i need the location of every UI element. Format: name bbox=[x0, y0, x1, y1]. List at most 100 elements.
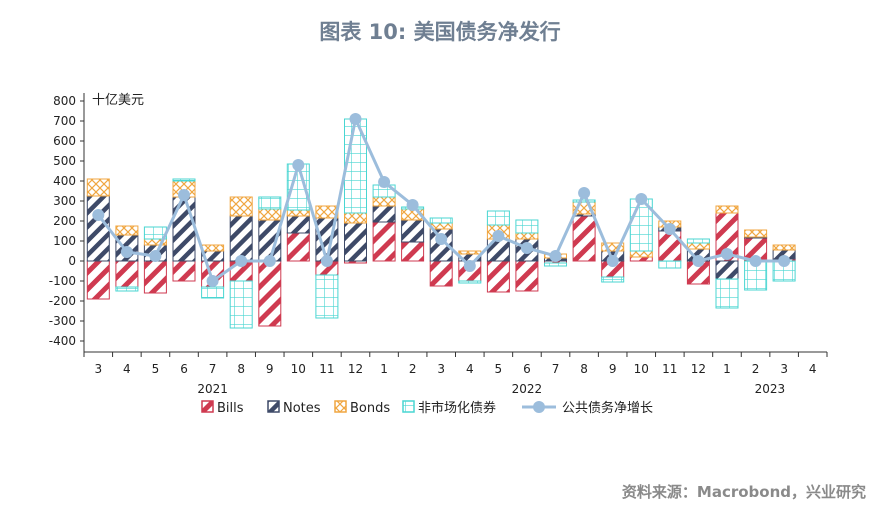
line-point bbox=[178, 189, 190, 201]
bar-bonds-15 bbox=[515, 232, 539, 240]
x-tick-label: 7 bbox=[209, 362, 217, 376]
line-point bbox=[778, 255, 791, 267]
legend-swatch-bonds bbox=[334, 400, 347, 413]
x-tick-label: 6 bbox=[180, 362, 188, 376]
line-point bbox=[320, 255, 333, 267]
bar-notes-5 bbox=[229, 215, 253, 262]
bar-nonmarket-8 bbox=[315, 274, 339, 319]
bar-bills-1 bbox=[115, 260, 139, 288]
x-tick-label: 1 bbox=[723, 362, 731, 376]
y-tick-label: 500 bbox=[53, 154, 76, 168]
bar-bills-0 bbox=[86, 260, 110, 300]
legend: Bills Notes Bonds 非市场化债券 公共债务净增长 bbox=[201, 400, 653, 416]
bar-nonmarket-3 bbox=[172, 178, 196, 182]
bar-bonds-6 bbox=[258, 208, 282, 221]
bar-nonmarket-6 bbox=[258, 196, 282, 210]
bar-nonmarket-1 bbox=[115, 286, 139, 292]
line-point bbox=[606, 255, 619, 267]
bar-bills-10 bbox=[372, 221, 396, 262]
bar-bonds-21 bbox=[686, 242, 710, 250]
y-tick-label: 100 bbox=[53, 234, 76, 248]
x-tick-label: 2 bbox=[752, 362, 760, 376]
x-tick-label: 6 bbox=[523, 362, 531, 376]
bar-bills-14 bbox=[486, 260, 510, 293]
y-tick-label: 700 bbox=[53, 114, 76, 128]
x-tick-label: 4 bbox=[123, 362, 131, 376]
bar-bonds-7 bbox=[286, 209, 310, 217]
year-label: 2021 bbox=[197, 382, 228, 396]
bar-bills-3 bbox=[172, 260, 196, 282]
x-tick-label: 2 bbox=[409, 362, 417, 376]
x-tick-label: 12 bbox=[348, 362, 363, 376]
bar-bonds-9 bbox=[344, 212, 367, 224]
x-tick-label: 10 bbox=[291, 362, 306, 376]
line-point bbox=[635, 193, 648, 205]
x-tick-label: 5 bbox=[495, 362, 503, 376]
bar-notes-0 bbox=[86, 195, 110, 262]
bar-bills-15 bbox=[515, 260, 539, 292]
bar-nonmarket-22 bbox=[715, 278, 739, 309]
bar-notes-7 bbox=[286, 215, 310, 234]
bar-bonds-18 bbox=[601, 242, 625, 252]
line-point bbox=[492, 230, 505, 242]
line-point bbox=[578, 187, 591, 199]
x-tick-label: 9 bbox=[609, 362, 617, 376]
bar-notes-6 bbox=[258, 219, 282, 262]
x-tick-label: 4 bbox=[466, 362, 474, 376]
bar-bonds-10 bbox=[372, 196, 396, 207]
y-tick-label: 0 bbox=[68, 254, 76, 268]
bar-bonds-5 bbox=[229, 196, 253, 217]
line-point bbox=[435, 233, 448, 245]
bar-nonmarket-4 bbox=[201, 286, 225, 299]
source-note: 资料来源：Macrobond，兴业研究 bbox=[621, 483, 866, 501]
bar-notes-22 bbox=[715, 260, 739, 280]
x-tick-label: 11 bbox=[319, 362, 334, 376]
line-point bbox=[549, 250, 562, 262]
line-point bbox=[406, 199, 419, 211]
line-point bbox=[120, 246, 133, 258]
legend-label: Bills bbox=[217, 401, 244, 416]
x-tick-label: 8 bbox=[580, 362, 588, 376]
line-point bbox=[749, 255, 762, 267]
bar-nonmarket-12 bbox=[429, 217, 453, 224]
legend-label: Notes bbox=[283, 401, 321, 416]
legend-label: 公共债务净增长 bbox=[562, 400, 653, 416]
bar-nonmarket-21 bbox=[686, 238, 710, 244]
x-tick-label: 4 bbox=[809, 362, 817, 376]
line-point bbox=[149, 250, 162, 262]
y-tick-label: -300 bbox=[49, 314, 76, 328]
legend-swatch-notes bbox=[267, 400, 280, 413]
bar-bonds-0 bbox=[86, 178, 110, 197]
bar-bills-17 bbox=[572, 215, 596, 262]
x-tick-label: 7 bbox=[552, 362, 560, 376]
bar-nonmarket-15 bbox=[515, 219, 539, 234]
y-tick-label: -100 bbox=[49, 274, 76, 288]
y-tick-label: 800 bbox=[53, 94, 76, 108]
x-tick-label: 8 bbox=[237, 362, 245, 376]
year-label: 2022 bbox=[512, 382, 543, 396]
bar-nonmarket-20 bbox=[658, 260, 682, 269]
x-tick-label: 5 bbox=[152, 362, 160, 376]
line-point bbox=[463, 260, 476, 272]
y-tick-label: 400 bbox=[53, 174, 76, 188]
line-point bbox=[92, 209, 105, 221]
y-tick-label: 200 bbox=[53, 214, 76, 228]
bar-bonds-1 bbox=[115, 225, 139, 236]
bar-notes-3 bbox=[172, 196, 196, 262]
line-point bbox=[692, 255, 705, 267]
legend-swatch-line-marker bbox=[533, 401, 545, 413]
bar-nonmarket-16 bbox=[544, 262, 567, 267]
bar-nonmarket-14 bbox=[486, 210, 510, 226]
y-tick-label: 300 bbox=[53, 194, 76, 208]
bar-bills-19 bbox=[629, 256, 653, 262]
chart-title: 图表 10: 美国债务净发行 bbox=[319, 20, 561, 44]
bar-bonds-22 bbox=[715, 205, 739, 214]
line-point bbox=[721, 248, 733, 260]
bar-notes-9 bbox=[344, 222, 367, 262]
bar-nonmarket-5 bbox=[229, 280, 253, 329]
line-point bbox=[663, 223, 676, 235]
bar-bonds-4 bbox=[201, 244, 225, 252]
x-tick-label: 11 bbox=[662, 362, 677, 376]
bar-bonds-19 bbox=[629, 250, 653, 258]
